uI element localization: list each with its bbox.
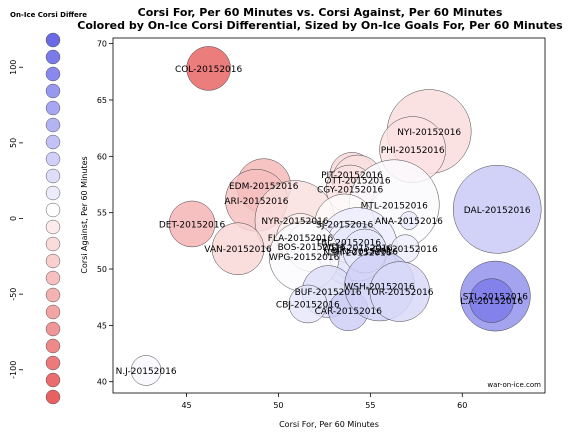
legend-tick-label: 100 bbox=[9, 60, 18, 75]
team-label: L.A-20152016 bbox=[460, 297, 523, 307]
legend-swatch bbox=[45, 253, 61, 269]
team-point bbox=[369, 261, 431, 322]
team-point bbox=[186, 46, 231, 91]
legend-swatch bbox=[45, 219, 61, 235]
team-label: BUF-20152016 bbox=[295, 288, 362, 298]
y-tick-label: 60 bbox=[97, 152, 107, 161]
team-label: FLA-20152016 bbox=[268, 234, 334, 244]
legend-swatch bbox=[45, 49, 61, 65]
team-point bbox=[211, 222, 265, 275]
team-label: CBJ-20152016 bbox=[276, 300, 340, 310]
team-point bbox=[452, 165, 542, 254]
team-label: OTT-20152016 bbox=[324, 177, 390, 187]
legend-title: On-Ice Corsi Differe bbox=[10, 11, 87, 19]
point-labels: COL-20152016 NYI-20152016 PHI-20152016 EDM-… bbox=[116, 65, 531, 377]
team-label: STL-20152016 bbox=[463, 293, 528, 303]
legend-tick-labels: 100 50 0 -50 -100 bbox=[9, 60, 23, 379]
x-tick-label: 60 bbox=[457, 401, 467, 410]
legend-swatch bbox=[45, 151, 61, 167]
chart-title-line1: Corsi For, Per 60 Minutes vs. Corsi Agai… bbox=[138, 6, 503, 19]
x-tick-label: 55 bbox=[365, 401, 375, 410]
x-axis-label: Corsi For, Per 60 Minutes bbox=[279, 420, 379, 429]
legend-swatch bbox=[45, 287, 61, 303]
team-label: COL-20152016 bbox=[175, 65, 243, 75]
team-label: WSH-20152016 bbox=[344, 282, 415, 292]
y-tick-label: 40 bbox=[97, 378, 107, 387]
y-tick-label: 65 bbox=[97, 96, 107, 105]
legend-tick-label: -100 bbox=[9, 361, 18, 379]
team-label: TOR-20152016 bbox=[365, 288, 434, 298]
legend-swatch bbox=[45, 372, 61, 388]
team-label: EDM-20152016 bbox=[229, 182, 299, 192]
team-label: NYR-20152016 bbox=[261, 217, 328, 227]
legend-swatch bbox=[45, 100, 61, 116]
chart-title-line2: Colored by On-Ice Corsi Differential, Si… bbox=[77, 19, 563, 32]
x-axis-ticks: 45 50 55 60 bbox=[181, 393, 467, 410]
y-axis-ticks: 40 45 50 55 60 65 70 bbox=[97, 40, 113, 387]
team-label: BOS-20152016 bbox=[278, 243, 346, 253]
team-point bbox=[399, 211, 419, 230]
team-label: MIN-20152016 bbox=[332, 248, 398, 258]
legend-swatch bbox=[45, 304, 61, 320]
legend-swatch bbox=[45, 168, 61, 184]
legend-swatch bbox=[45, 270, 61, 286]
x-tick-label: 45 bbox=[181, 401, 191, 410]
team-label: WSH-20152016 bbox=[322, 244, 393, 254]
y-tick-label: 70 bbox=[97, 40, 107, 49]
team-label: NYI-20152016 bbox=[397, 128, 461, 138]
team-label: CAR-20152016 bbox=[315, 307, 383, 317]
team-label: ARI-20152016 bbox=[224, 197, 288, 207]
y-tick-label: 50 bbox=[97, 265, 107, 274]
legend-swatch bbox=[45, 355, 61, 371]
y-axis-label: Corsi Against, Per 60 Minutes bbox=[80, 156, 89, 273]
team-label: WPG-20152016 bbox=[269, 253, 340, 263]
team-label: CHI-20152016 bbox=[373, 245, 438, 255]
team-point bbox=[130, 355, 162, 386]
legend-swatch bbox=[45, 338, 61, 354]
legend-swatch bbox=[45, 134, 61, 150]
colorbar-legend: On-Ice Corsi Differe 100 50 0 -50 -100 bbox=[9, 11, 87, 405]
team-point bbox=[288, 284, 328, 324]
legend-tick-label: 50 bbox=[9, 138, 18, 148]
team-label: VAN-20152016 bbox=[204, 245, 272, 255]
team-label: CGY-20152016 bbox=[317, 186, 384, 196]
legend-swatch bbox=[45, 185, 61, 201]
y-tick-label: 45 bbox=[97, 321, 107, 330]
legend-tick-label: -50 bbox=[9, 288, 18, 301]
legend-swatch bbox=[45, 83, 61, 99]
legend-swatch bbox=[45, 32, 61, 48]
team-label: SJ-20152016 bbox=[316, 220, 373, 230]
legend-swatch bbox=[45, 321, 61, 337]
legend-swatches bbox=[45, 32, 61, 405]
legend-swatch bbox=[45, 66, 61, 82]
scatter-points bbox=[130, 46, 542, 386]
team-label: MTL-20152016 bbox=[361, 201, 428, 211]
team-label: NSH-20152016 bbox=[323, 249, 392, 259]
legend-swatch bbox=[45, 389, 61, 405]
team-label: DAL-20152016 bbox=[464, 206, 531, 216]
watermark: war-on-ice.com bbox=[487, 381, 541, 389]
y-tick-label: 55 bbox=[97, 209, 107, 218]
team-label: N.J-20152016 bbox=[116, 367, 177, 377]
team-point bbox=[168, 200, 216, 248]
legend-swatch bbox=[45, 236, 61, 252]
team-label: ANA-20152016 bbox=[375, 217, 443, 227]
team-label: DET-20152016 bbox=[159, 220, 226, 230]
team-point bbox=[469, 278, 514, 323]
team-label: TBL-20152016 bbox=[315, 238, 382, 248]
team-label: PHI-20152016 bbox=[381, 146, 445, 156]
team-label: PIT-20152016 bbox=[321, 171, 383, 181]
legend-tick-label: 0 bbox=[9, 216, 18, 221]
legend-swatch bbox=[45, 117, 61, 133]
legend-swatch bbox=[45, 202, 61, 218]
x-tick-label: 50 bbox=[273, 401, 283, 410]
